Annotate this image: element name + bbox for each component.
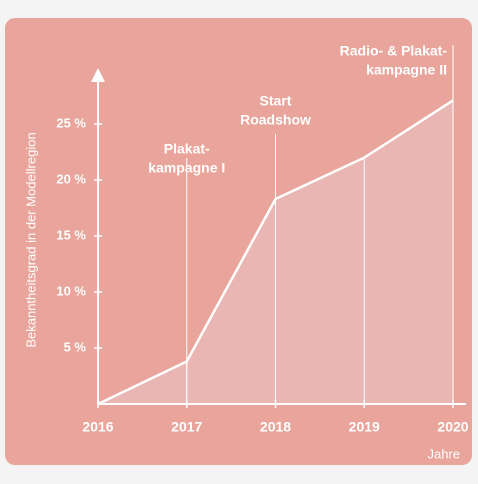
y-tick-label: 15 % xyxy=(56,227,86,242)
annotation-text: Radio- & Plakat- xyxy=(340,43,448,59)
annotation-text: Roadshow xyxy=(240,112,311,128)
y-axis-label: Bekanntheitsgrad in der Modellregion xyxy=(23,132,38,347)
y-tick-label: 10 % xyxy=(56,283,86,298)
y-tick-label: 5 % xyxy=(64,339,87,354)
annotation-text: kampagne I xyxy=(148,160,225,176)
y-tick-label: 20 % xyxy=(56,171,86,186)
x-tick-label: 2018 xyxy=(260,419,291,435)
y-axis-arrow xyxy=(91,68,105,82)
x-tick-label: 2020 xyxy=(437,419,468,435)
annotation-text: Plakat- xyxy=(164,141,210,157)
y-tick-label: 25 % xyxy=(56,115,86,130)
x-axis-label: Jahre xyxy=(427,446,460,461)
x-tick-label: 2016 xyxy=(82,419,113,435)
x-tick-label: 2019 xyxy=(349,419,380,435)
x-tick-label: 2017 xyxy=(171,419,202,435)
annotation-text: Start xyxy=(260,93,292,109)
annotation-text: kampagne II xyxy=(366,62,447,78)
